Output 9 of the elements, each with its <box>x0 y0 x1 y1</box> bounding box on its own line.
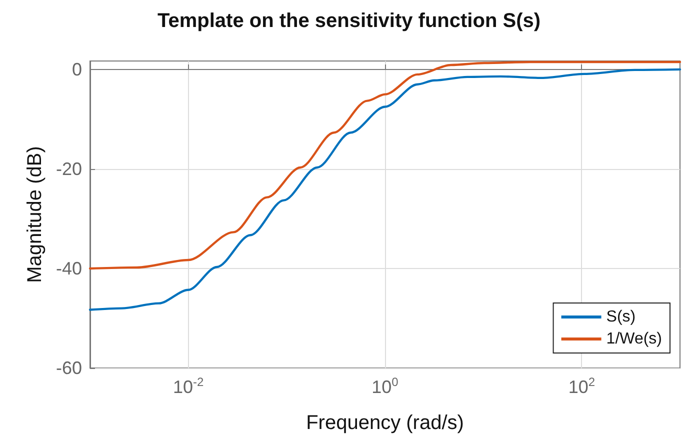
legend-label: S(s) <box>606 308 636 326</box>
y-axis-title: Magnitude (dB) <box>24 146 46 283</box>
y-tick-label: 0 <box>72 59 82 80</box>
x-axis-title: Frequency (rad/s) <box>306 412 464 434</box>
y-tick-label: -20 <box>56 158 82 179</box>
y-tick-label: -40 <box>56 258 82 278</box>
y-tick-label: -60 <box>56 358 82 378</box>
chart-title: Template on the sensitivity function S(s) <box>157 10 541 32</box>
legend-label: 1/We(s) <box>606 330 662 348</box>
